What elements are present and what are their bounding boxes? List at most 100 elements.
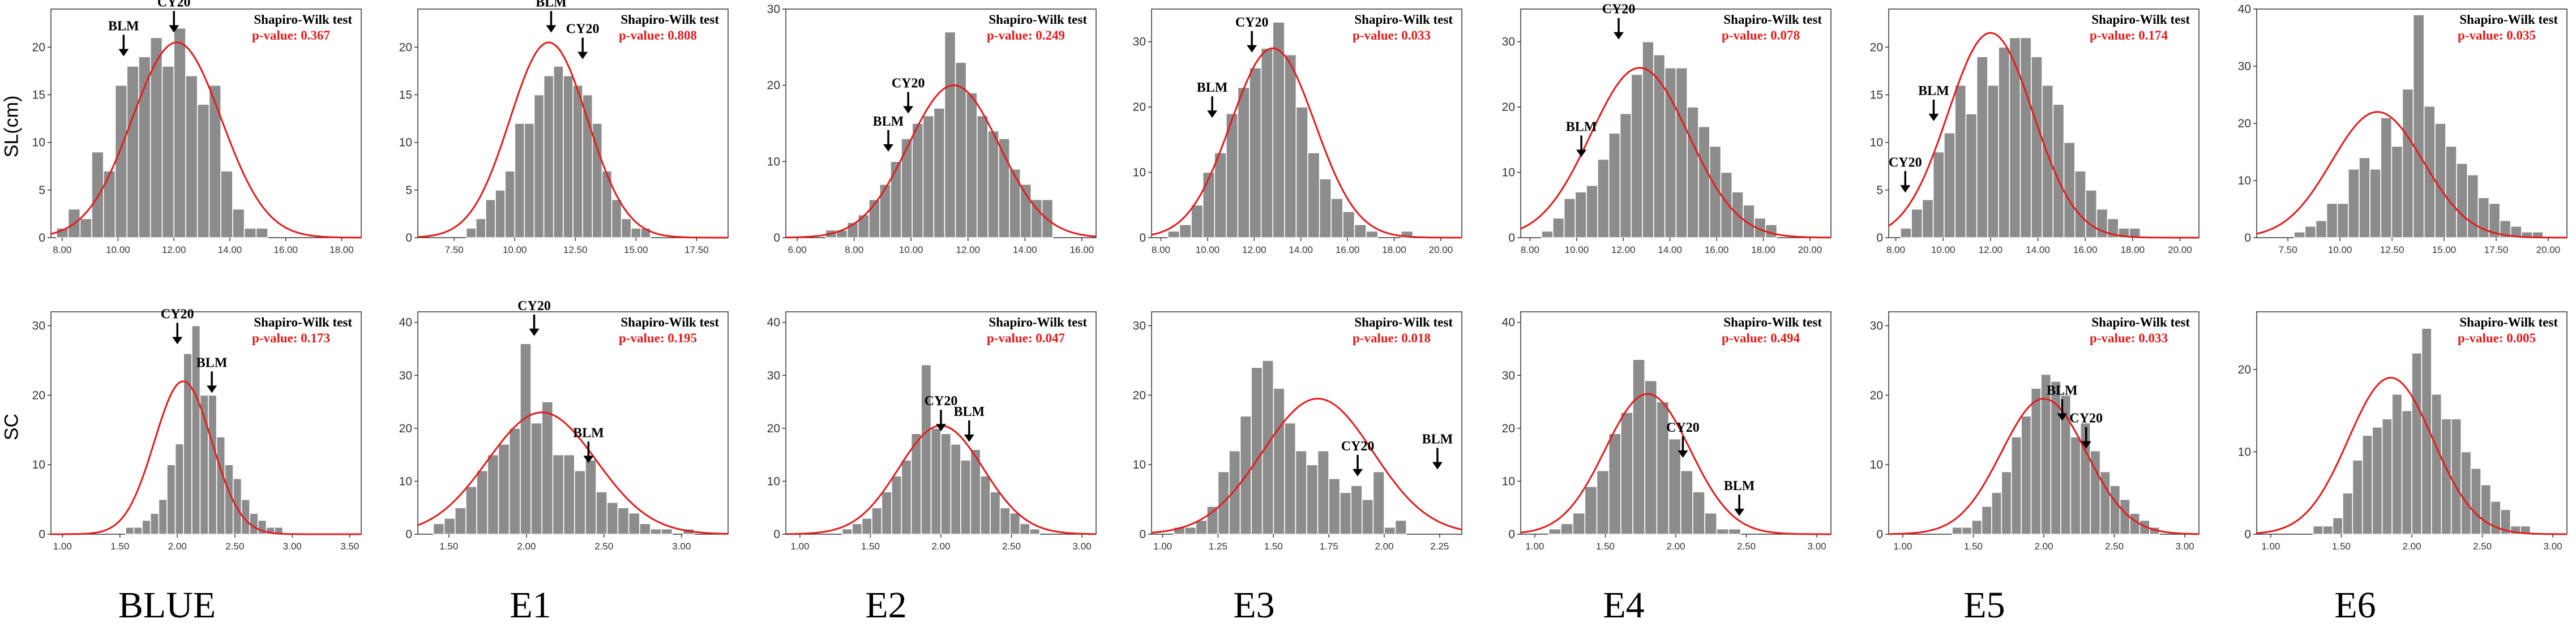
histogram-bar bbox=[2348, 168, 2360, 238]
histogram-bar bbox=[1631, 74, 1643, 238]
histogram-bar bbox=[1009, 512, 1021, 535]
histogram-bar bbox=[552, 454, 564, 535]
histogram-bar bbox=[2412, 14, 2425, 238]
histogram-bar bbox=[1680, 470, 1693, 535]
x-tick-label: 17.50 bbox=[684, 244, 709, 255]
histogram-bar bbox=[91, 151, 104, 238]
histogram-bar bbox=[1586, 184, 1598, 238]
env-label-e5: E5 bbox=[1963, 585, 2005, 626]
histogram-bar bbox=[183, 353, 192, 535]
test-title: Shapiro-Wilk test bbox=[1354, 315, 1453, 329]
annotation-arrow-head bbox=[577, 51, 588, 59]
annotation-arrow-head bbox=[118, 49, 129, 57]
histogram-bar bbox=[1328, 478, 1341, 535]
histogram-bar bbox=[174, 443, 185, 535]
histogram-bar bbox=[1952, 526, 1963, 535]
x-tick-label: 10.00 bbox=[1565, 244, 1589, 255]
histogram-bar bbox=[1261, 360, 1274, 535]
panel-sc-e6: 1.00 1.50 2.00 2.50 3.00 0 10 20 Shapiro-Wilk te… bbox=[2238, 311, 2568, 552]
histogram-bar bbox=[1179, 224, 1192, 238]
test-title: Shapiro-Wilk test bbox=[1723, 315, 1822, 329]
test-title: Shapiro-Wilk test bbox=[621, 12, 719, 27]
histogram-bar bbox=[921, 364, 932, 535]
y-tick-label: 20 bbox=[32, 389, 45, 402]
y-tick-label: 0 bbox=[1508, 528, 1515, 541]
y-tick-label: 30 bbox=[399, 369, 412, 382]
histogram-bar bbox=[861, 518, 872, 535]
y-tick-label: 0 bbox=[1876, 231, 1883, 244]
p-value-label: p-value: 0.249 bbox=[987, 28, 1065, 42]
panel-sl-e3: 8.00 10.00 12.00 14.00 16.00 18.00 20.00 0 10 20 3… bbox=[1133, 8, 1462, 255]
histogram-bar bbox=[541, 401, 554, 535]
histogram-bar bbox=[142, 519, 151, 535]
annotation-arrow-head bbox=[1734, 508, 1745, 516]
histogram-bar bbox=[606, 502, 619, 535]
histogram-bar bbox=[841, 528, 853, 535]
histogram-bar bbox=[1998, 46, 2010, 238]
histogram-bar bbox=[1229, 450, 1241, 535]
y-tick-label: 0 bbox=[1876, 528, 1883, 541]
x-tick-label: 18.00 bbox=[1382, 244, 1406, 255]
y-tick-label: 20 bbox=[1133, 389, 1146, 402]
histogram-bar bbox=[196, 104, 210, 238]
histogram-bar bbox=[233, 478, 242, 535]
histogram-bar bbox=[1698, 126, 1710, 238]
histogram-bar bbox=[1668, 438, 1681, 535]
test-title: Shapiro-Wilk test bbox=[989, 315, 1087, 329]
x-tick-label: 10.00 bbox=[1931, 244, 1955, 255]
histogram-bar bbox=[1632, 359, 1646, 535]
normal-curve bbox=[1151, 397, 1462, 534]
histogram-bar bbox=[2332, 517, 2343, 535]
annotation-cy20-label: CY20 bbox=[1666, 420, 1700, 435]
test-title: Shapiro-Wilk test bbox=[2091, 315, 2190, 329]
annotation-arrow-head bbox=[1900, 185, 1911, 193]
histogram-bar bbox=[2456, 162, 2468, 238]
y-tick-label: 40 bbox=[399, 316, 412, 329]
y-tick-label: 5 bbox=[38, 184, 45, 197]
histogram-bar bbox=[161, 66, 175, 238]
histogram-bar bbox=[1214, 152, 1227, 238]
histogram-bar bbox=[1401, 230, 1414, 238]
env-label-e6: E6 bbox=[2334, 585, 2376, 626]
histogram-bar bbox=[514, 123, 525, 238]
histogram-bar bbox=[1584, 486, 1598, 535]
y-tick-label: 30 bbox=[32, 320, 45, 333]
histogram-bar bbox=[114, 84, 128, 238]
y-tick-label: 0 bbox=[1139, 231, 1146, 244]
annotation-arrow-head bbox=[1247, 45, 1257, 53]
histogram-bar bbox=[2362, 435, 2373, 535]
histogram-bar bbox=[465, 227, 477, 238]
annotation-cy20-label: CY20 bbox=[2069, 411, 2103, 426]
annotation-cy20-label: CY20 bbox=[1602, 2, 1636, 17]
x-tick-label: 12.00 bbox=[1979, 244, 2003, 255]
y-tick-label: 10 bbox=[2238, 174, 2251, 187]
y-tick-label: 20 bbox=[1870, 389, 1883, 402]
test-title: Shapiro-Wilk test bbox=[254, 12, 352, 27]
normal-curve bbox=[2256, 111, 2568, 239]
histogram-bar bbox=[255, 227, 268, 238]
histogram-bar bbox=[2369, 168, 2382, 238]
histogram-bar bbox=[2109, 485, 2121, 535]
x-tick-label: 16.00 bbox=[2073, 244, 2098, 255]
histogram-bar bbox=[2391, 145, 2403, 238]
x-tick-label: 1.00 bbox=[1893, 541, 1912, 552]
histogram-bar bbox=[1728, 528, 1741, 535]
histogram-bar bbox=[912, 123, 924, 238]
histogram-bar bbox=[979, 475, 991, 535]
x-tick-label: 2.25 bbox=[1430, 541, 1449, 552]
histogram-bar bbox=[2031, 56, 2043, 238]
histogram-bar bbox=[2010, 436, 2022, 535]
histogram-bar bbox=[1932, 151, 1945, 238]
y-tick-label: 0 bbox=[773, 231, 780, 244]
annotation-arrow-head bbox=[169, 25, 179, 33]
histogram-bar bbox=[476, 470, 489, 535]
annotation-cy20-label: CY20 bbox=[517, 299, 551, 314]
histogram-bar bbox=[1597, 158, 1610, 238]
histogram-bar bbox=[574, 470, 586, 535]
x-tick-label: 10.00 bbox=[899, 244, 923, 255]
x-tick-label: 6.00 bbox=[788, 244, 807, 255]
y-tick-label: 5 bbox=[405, 184, 412, 197]
histogram-bar bbox=[999, 507, 1011, 535]
x-tick-label: 15.00 bbox=[2432, 244, 2457, 255]
histogram-bar bbox=[901, 138, 913, 238]
